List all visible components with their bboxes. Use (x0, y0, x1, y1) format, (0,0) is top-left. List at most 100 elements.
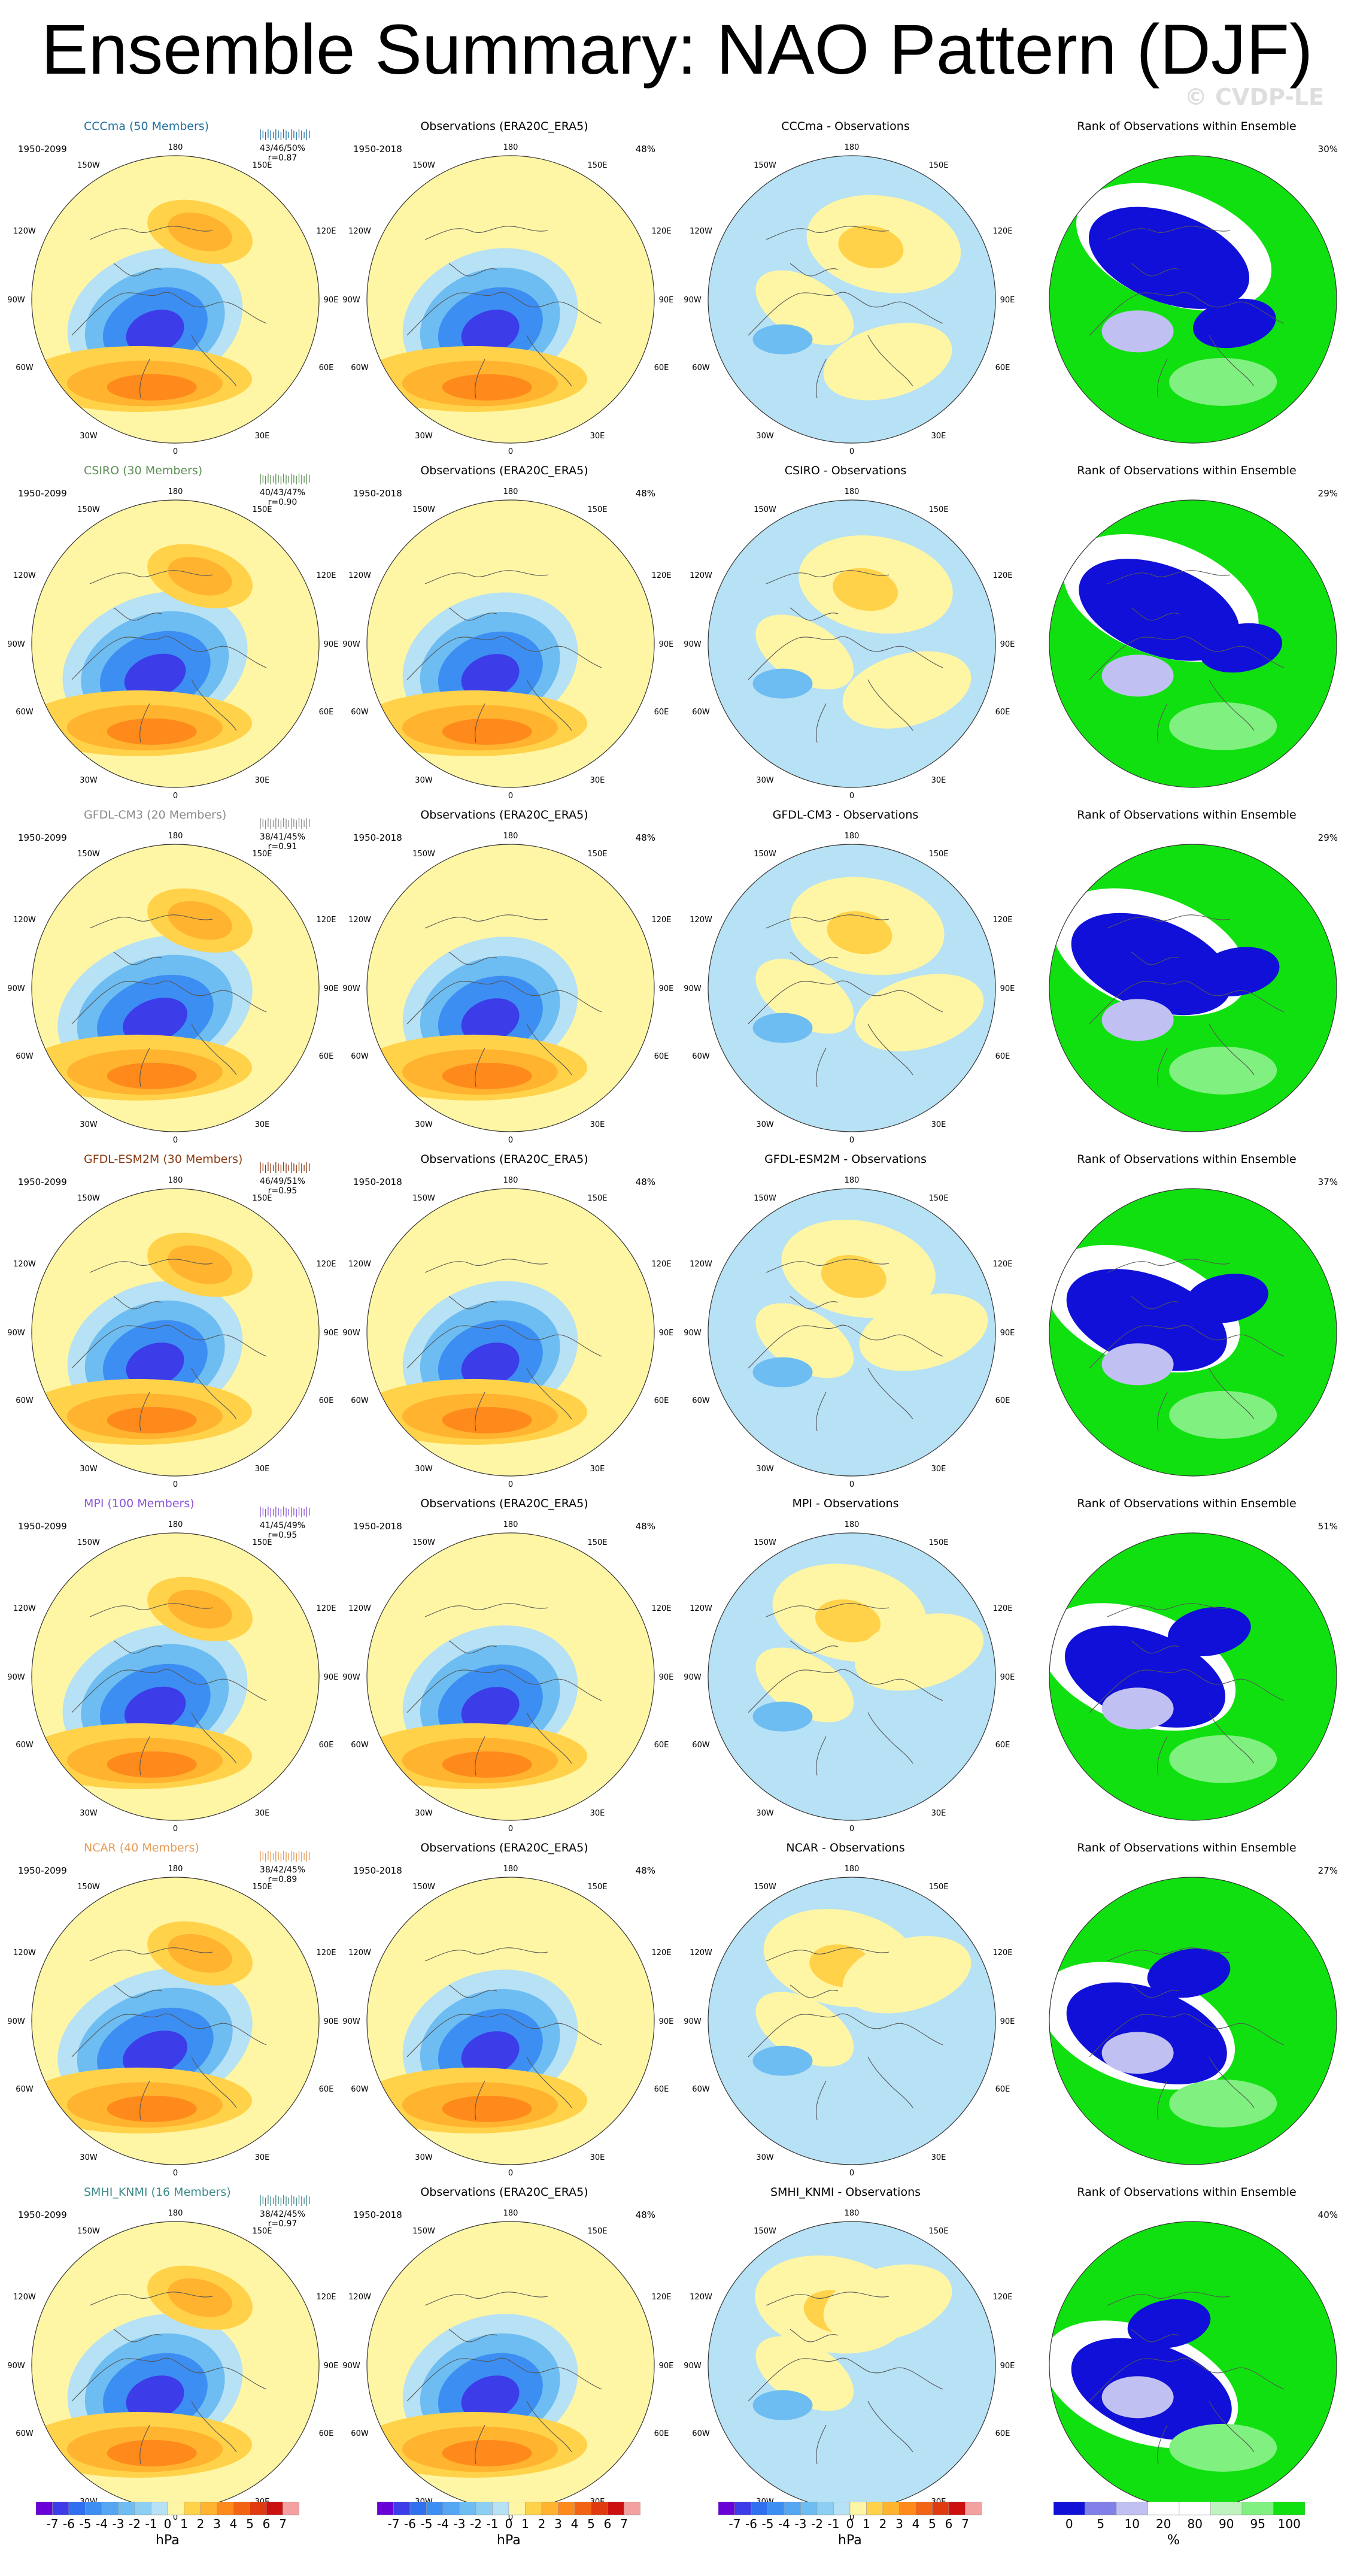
lon-label-right: 90E (1000, 1329, 1015, 1338)
diff-negative-1 (752, 1701, 813, 1732)
rank-lightgreen-1 (1169, 2423, 1277, 2472)
lon-label-lr1: 60E (654, 363, 669, 372)
lon-label-ll1: 60W (692, 1052, 710, 1061)
lon-label-ur1: 150E (252, 850, 272, 859)
colorbar-swatch (508, 2501, 526, 2516)
pct-explained-range: 38/42/45% (259, 1865, 306, 1875)
colorbar-tick-label: -4 (437, 2517, 449, 2531)
model-mean-panel: 180 0 90W 90E 150W 120W 60W 30W 150E 120E 60E 30E NC… (0, 1841, 338, 2186)
coastline (790, 2329, 839, 2342)
lon-label-top: 180 (168, 832, 183, 841)
coastline (406, 1325, 602, 1369)
coastline (191, 679, 237, 731)
pacific-high-3 (168, 901, 232, 940)
coastline (139, 1392, 150, 1432)
lon-label-ur2: 120E (992, 227, 1012, 236)
coastline (1131, 2329, 1180, 2342)
colorbar-tick-label: -2 (470, 2517, 482, 2531)
colorbar-tick-label: -3 (454, 2517, 466, 2531)
coastline (867, 335, 913, 387)
lon-label-ur2: 120E (316, 227, 336, 236)
coastline (816, 2080, 827, 2120)
coastline (1131, 1296, 1180, 1310)
model-stats: 38/42/45% r=0.97 (250, 2210, 315, 2229)
coastline (113, 1640, 162, 1654)
map-boundary (708, 844, 996, 1132)
lon-label-lr1: 60E (319, 1396, 334, 1405)
colorbar-tick-label: 2 (538, 2517, 546, 2531)
lon-label-ll2: 30W (756, 432, 774, 441)
lon-label-lr1: 60E (995, 1741, 1010, 1750)
colorbar-tick-label: 7 (961, 2517, 969, 2531)
lon-label-ul2: 120W (348, 1604, 371, 1613)
rank-pct: 37% (1317, 1177, 1338, 1187)
lon-label-left: 90W (342, 984, 360, 993)
coastline (816, 703, 827, 743)
coastline (1209, 2056, 1255, 2108)
rank-title: Rank of Observations within Ensemble (1077, 808, 1297, 822)
pattern-correlation: r=0.87 (268, 153, 297, 163)
coastline (475, 359, 485, 399)
lon-label-left: 90W (342, 2362, 360, 2371)
colorbar-tick-label: -1 (145, 2517, 157, 2531)
difference-title: CCCma - Observations (781, 120, 910, 133)
lon-label-ll1: 60W (692, 2085, 710, 2094)
rank-lightblue-1 (1101, 2032, 1174, 2074)
polar-map: 180 0 90W 90E 150W 120W 60W 30W 150E 120E 60E 30E (7, 487, 338, 801)
coastline (790, 263, 839, 277)
lon-label-top: 180 (503, 1176, 518, 1185)
colorbar-unit: hPa (497, 2533, 521, 2548)
colorbar-tick-label: -5 (421, 2517, 433, 2531)
coastline (424, 1603, 548, 1617)
colorbar-tick-label: 6 (604, 2517, 612, 2531)
colorbar-swatch (167, 2501, 184, 2516)
model-stats: 38/42/45% r=0.89 (250, 1865, 315, 1884)
rank-title: Rank of Observations within Ensemble (1077, 1153, 1297, 1166)
pattern-correlation: r=0.95 (268, 1531, 297, 1540)
rank-panel: Rank of Observations within Ensemble 51% (1018, 1497, 1354, 1841)
colorbar-swatch (475, 2501, 493, 2516)
colorbar-swatch (1053, 2501, 1085, 2516)
rank-panel: Rank of Observations within Ensemble 40% (1018, 2186, 1354, 2530)
coastline (790, 1296, 839, 1310)
coastline (113, 263, 162, 277)
lon-label-top: 180 (168, 1176, 183, 1185)
lon-label-right: 90E (1000, 2017, 1015, 2026)
lon-label-bottom: 0 (508, 1480, 513, 1489)
colorbar-swatches: -7 -6 -5 -4 -3 -2 -1 0 1 2 3 4 5 6 7 (35, 2501, 300, 2531)
lon-label-bottom: 0 (173, 792, 178, 801)
lon-label-ll2: 30W (756, 776, 774, 785)
lon-label-ll2: 30W (80, 1809, 98, 1818)
model-title: MPI (100 Members) (84, 1497, 195, 1510)
lon-label-ur1: 150E (587, 505, 607, 514)
hpa-colorbar: -7 -6 -5 -4 -3 -2 -1 0 1 2 3 4 5 6 7 hPa (377, 2501, 641, 2556)
lon-label-ll1: 60W (351, 2085, 369, 2094)
coastline (790, 1640, 839, 1654)
ensemble-spread-marks (260, 1507, 310, 1517)
rank-blue-2 (1196, 947, 1280, 996)
lon-label-ur2: 120E (651, 916, 671, 925)
coastline (89, 570, 213, 584)
rank-lightgreen-1 (1169, 1046, 1277, 1095)
coastline (526, 1712, 572, 1764)
colorbar-tick-label: 6 (945, 2517, 953, 2531)
lon-label-lr2: 30E (590, 1809, 605, 1818)
lon-label-right: 90E (324, 984, 338, 993)
lon-label-left: 90W (7, 984, 25, 993)
colorbar-swatch (283, 2501, 300, 2516)
lon-label-bottom: 0 (173, 1480, 178, 1489)
rank-title: Rank of Observations within Ensemble (1077, 120, 1297, 133)
high-contour-5 (107, 1407, 197, 1434)
colorbar-swatches: -7 -6 -5 -4 -3 -2 -1 0 1 2 3 4 5 6 7 (377, 2501, 641, 2531)
coastline (139, 703, 150, 743)
lon-label-left: 90W (342, 1673, 360, 1682)
map-boundary (366, 1188, 655, 1477)
lon-label-ul1: 150W (754, 1194, 776, 1203)
lon-label-ll2: 30W (756, 1120, 774, 1129)
coastline (139, 2080, 150, 2120)
coastline (1089, 2357, 1285, 2402)
pct-explained-range: 40/43/47% (259, 488, 306, 498)
lon-label-lr2: 30E (255, 432, 270, 441)
difference-panel: 180 0 90W 90E 150W 120W 60W 30W 150E 120E 60E 30E MP… (676, 1497, 1015, 1841)
rank-lightblue-1 (1101, 1343, 1174, 1386)
